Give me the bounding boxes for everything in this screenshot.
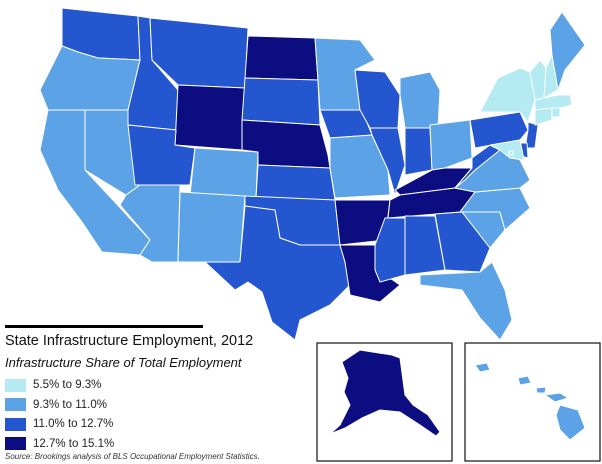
state-CT (534, 107, 553, 126)
state-MD (489, 139, 525, 161)
state-IN (404, 127, 433, 176)
state-NM (177, 191, 246, 263)
state-HI (555, 404, 586, 441)
legend: 5.5% to 9.3% 9.3% to 11.0% 11.0% to 12.7… (5, 376, 114, 454)
legend-label: 11.0% to 12.7% (33, 418, 114, 430)
state-FL (419, 261, 513, 341)
state-HI (474, 362, 491, 373)
state-ME (549, 11, 586, 91)
legend-label: 9.3% to 11.0% (33, 398, 107, 411)
state-AZ (119, 184, 181, 263)
legend-item: 5.5% to 9.3% (5, 376, 114, 394)
hawaii-inset-frame (464, 342, 601, 462)
legend-swatch (5, 417, 26, 431)
source-note: Source: Brookings analysis of BLS Occupa… (5, 452, 260, 461)
state-WY (174, 84, 246, 151)
state-HI (517, 375, 532, 386)
state-AK (329, 349, 441, 437)
state-GA (434, 211, 491, 273)
legend-item: 9.3% to 11.0% (5, 396, 114, 414)
state-PA (469, 111, 529, 149)
state-TX (204, 205, 351, 341)
legend-swatch (5, 437, 26, 450)
title-rule (5, 325, 203, 328)
legend-label: 5.5% to 9.3% (33, 379, 102, 391)
legend-swatch (5, 398, 26, 411)
state-ND (244, 35, 319, 81)
state-HI (535, 386, 547, 394)
state-DC (508, 150, 514, 156)
state-CO (189, 147, 259, 199)
legend-item: 11.0% to 12.7% (5, 415, 114, 433)
legend-item: 12.7% to 15.1% (5, 435, 114, 453)
hawaii-islands (474, 362, 586, 441)
legend-swatch (5, 378, 26, 392)
map-title: State Infrastructure Employment, 2012 (5, 333, 254, 349)
state-MI (399, 71, 441, 129)
legend-label: 12.7% to 15.1% (33, 437, 115, 450)
state-RI (551, 107, 561, 118)
state-HI (544, 392, 569, 403)
map-subtitle: Infrastructure Share of Total Employment (5, 355, 242, 370)
state-OH (429, 119, 473, 171)
state-SD (241, 77, 321, 126)
state-KS (255, 164, 336, 201)
state-IL (369, 127, 406, 196)
